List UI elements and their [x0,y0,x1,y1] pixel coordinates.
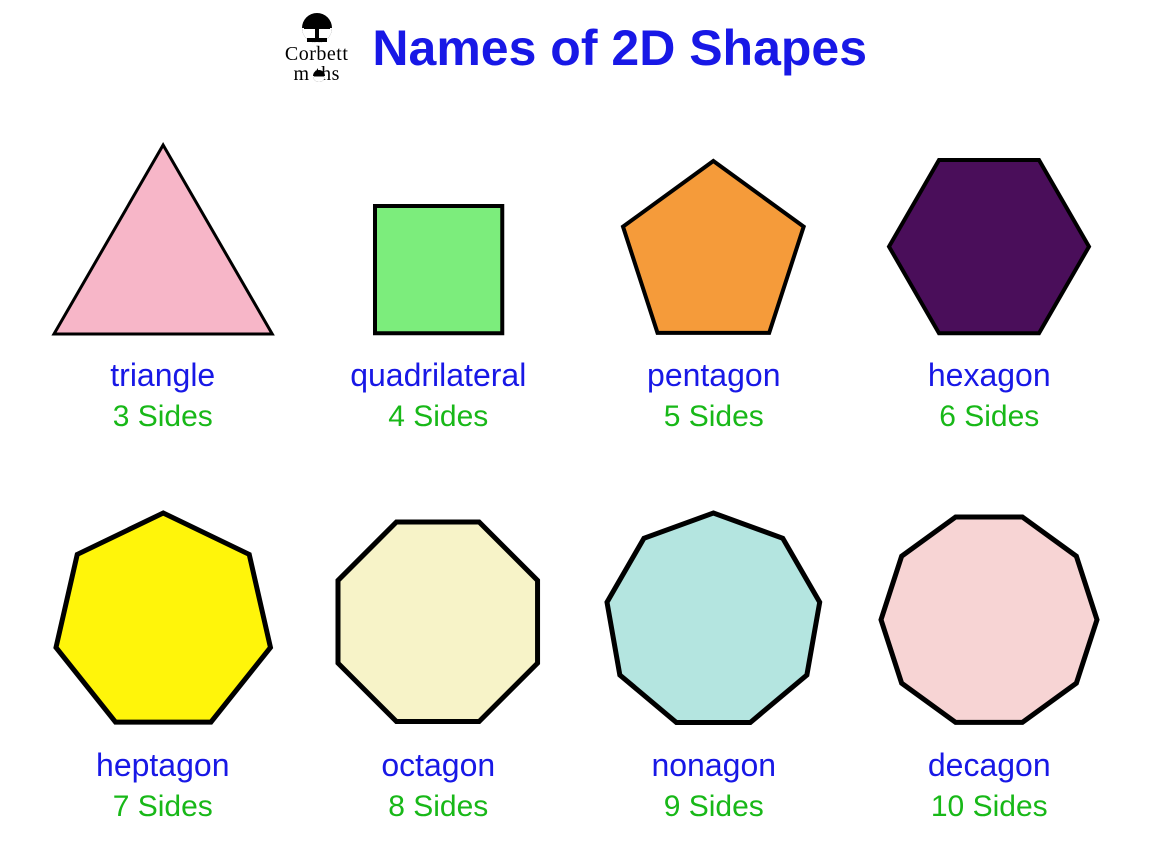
shape-box [883,104,1095,339]
shape-cell-nonagon: nonagon 9 Sides [581,494,847,824]
shape-sides-label: 9 Sides [664,790,764,824]
shape-box [331,494,545,729]
shape-sides-label: 6 Sides [939,400,1039,434]
shape-name-label: quadrilateral [350,357,526,394]
shape-cell-quadrilateral: quadrilateral 4 Sides [306,104,572,434]
shape-sides-label: 5 Sides [664,400,764,434]
shapes-grid: triangle 3 Sides quadrilateral 4 Sides penta… [0,84,1152,844]
shape-name-label: heptagon [96,747,229,784]
shape-name-label: nonagon [651,747,776,784]
octagon-shape [331,515,545,729]
logo-text-line2: m ths [293,64,339,84]
page-title: Names of 2D Shapes [372,19,867,77]
corbett-maths-logo: Corbett m ths [285,12,349,84]
header: Corbett m ths Names of 2D Shapes [0,0,1152,84]
shape-sides-label: 7 Sides [113,790,213,824]
shape-box [617,104,810,339]
shape-name-label: decagon [928,747,1051,784]
logo-icon [295,12,339,46]
hexagon-shape [883,154,1095,339]
shape-cell-pentagon: pentagon 5 Sides [581,104,847,434]
shape-cell-octagon: octagon 8 Sides [306,494,572,824]
shape-cell-decagon: decagon 10 Sides [857,494,1123,824]
pentagon-shape [617,155,810,339]
shape-box [874,494,1104,729]
shape-sides-label: 10 Sides [931,790,1048,824]
shape-sides-label: 8 Sides [388,790,488,824]
heptagon-shape [49,506,277,729]
shape-sides-label: 3 Sides [113,400,213,434]
logo-text-line1: Corbett [285,44,349,64]
shape-cell-hexagon: hexagon 6 Sides [857,104,1123,434]
shape-name-label: hexagon [928,357,1051,394]
shape-box [49,104,277,339]
shape-cell-heptagon: heptagon 7 Sides [30,494,296,824]
shape-box [49,494,277,729]
shape-cell-triangle: triangle 3 Sides [30,104,296,434]
shape-name-label: triangle [110,357,215,394]
triangle-shape [49,140,277,339]
shape-name-label: octagon [381,747,495,784]
quadrilateral-shape [369,200,508,339]
shape-name-label: pentagon [647,357,780,394]
shape-sides-label: 4 Sides [388,400,488,434]
decagon-shape [874,510,1104,729]
nonagon-shape [600,506,827,729]
shape-box [369,104,508,339]
shape-box [600,494,827,729]
